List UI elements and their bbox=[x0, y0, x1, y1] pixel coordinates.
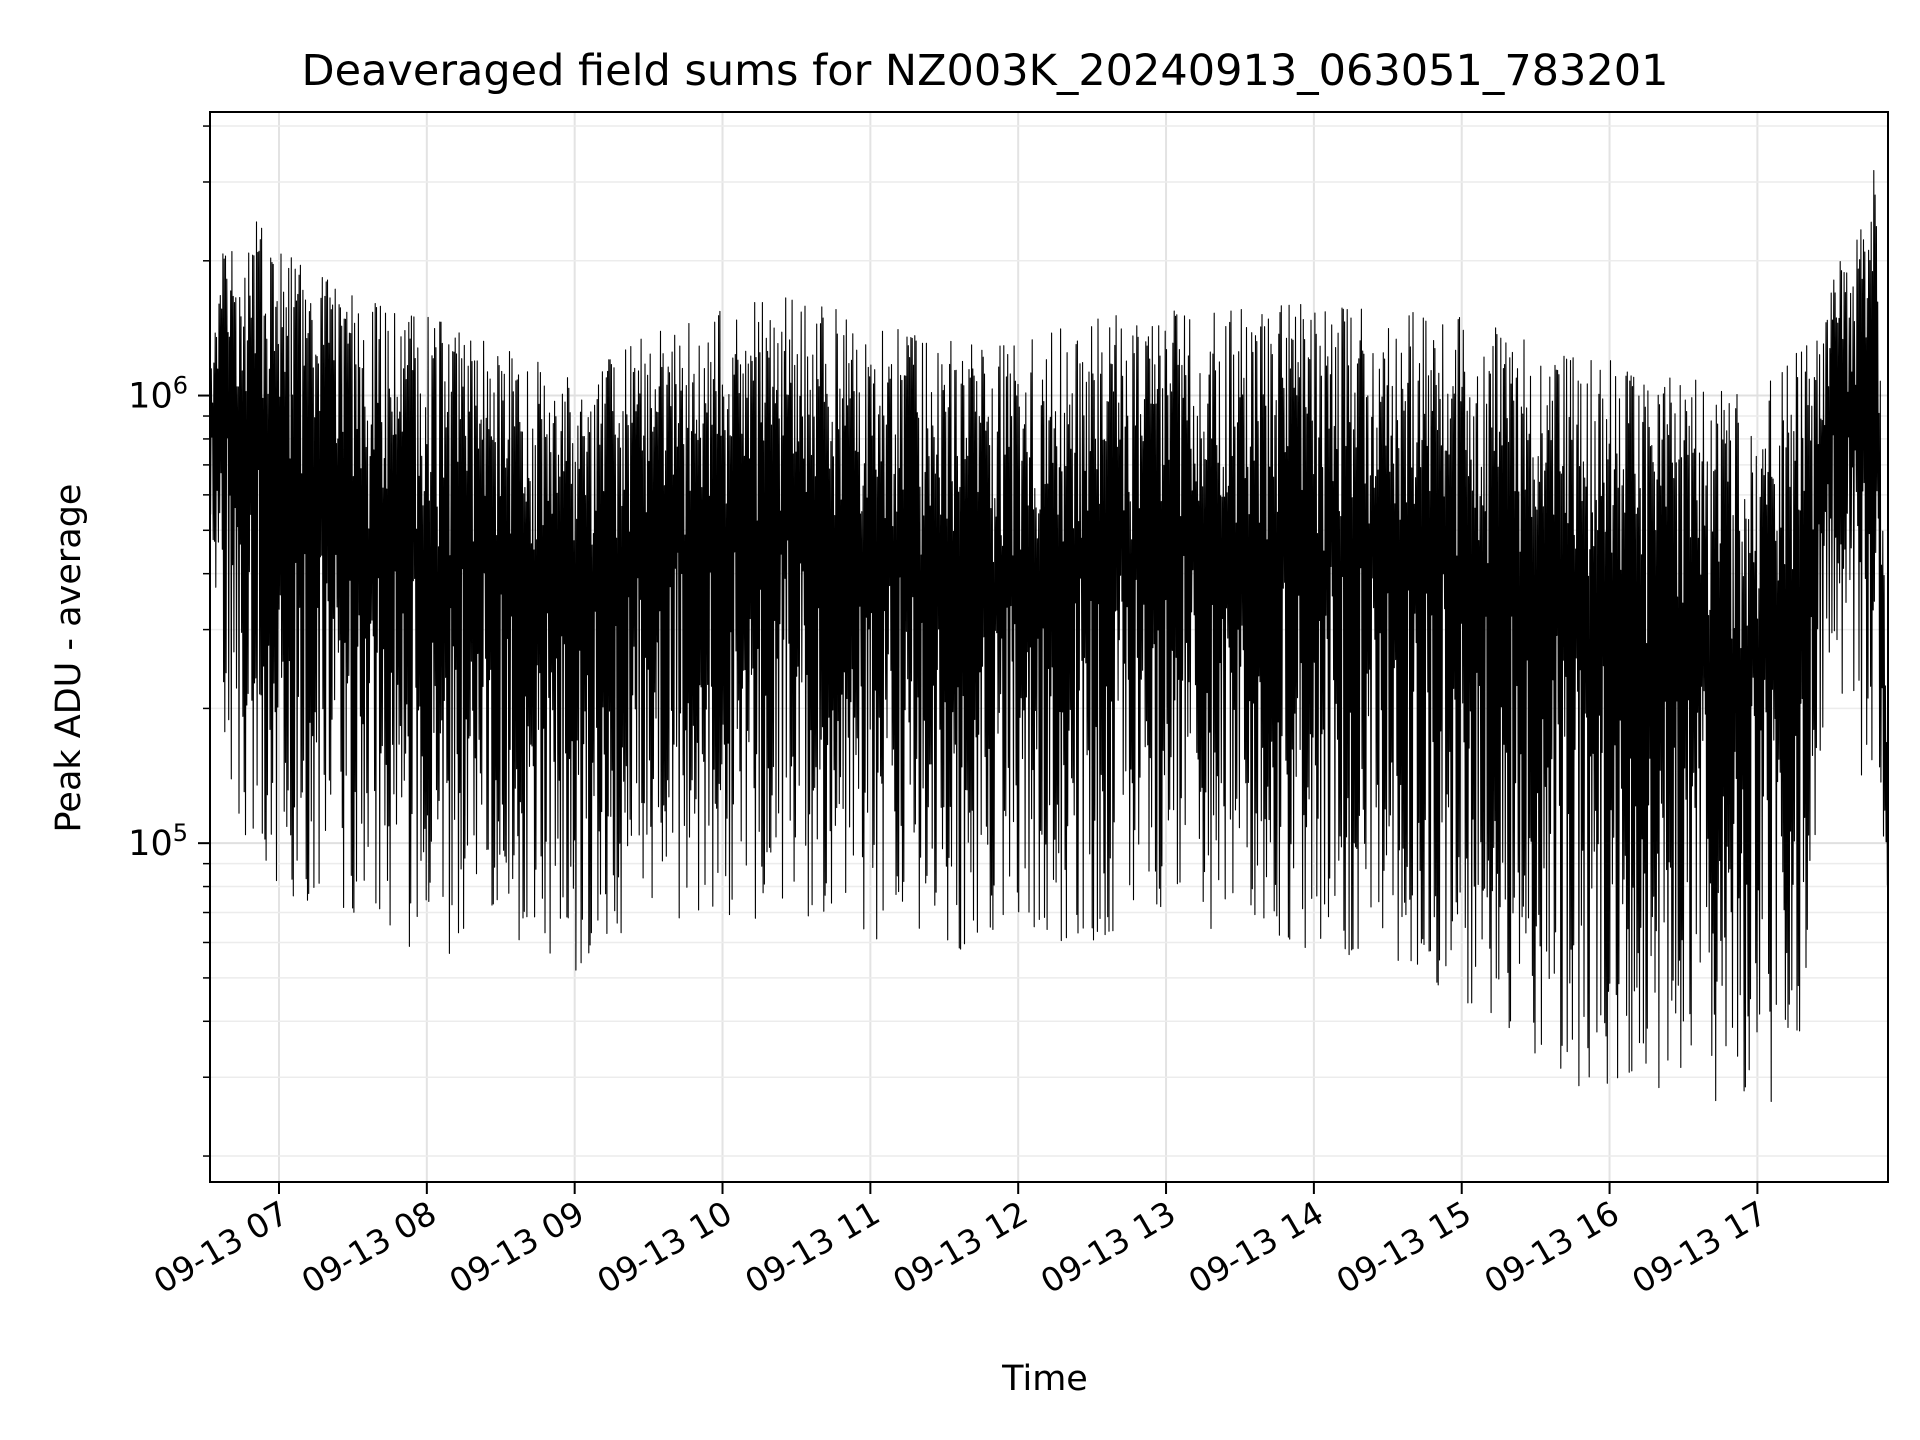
y-tick-label: 105 bbox=[128, 819, 188, 864]
y-axis-ticks: 105 106 bbox=[128, 125, 210, 1157]
x-axis-label: Time bbox=[1001, 1359, 1088, 1399]
series-line bbox=[209, 169, 1889, 1103]
chart-title: Deaveraged field sums for NZ003K_2024091… bbox=[302, 46, 1669, 96]
data-series bbox=[209, 169, 1889, 1103]
y-tick-label: 106 bbox=[128, 372, 188, 417]
y-axis-label: Peak ADU - average bbox=[49, 484, 89, 833]
plot-frame bbox=[209, 111, 1889, 1183]
